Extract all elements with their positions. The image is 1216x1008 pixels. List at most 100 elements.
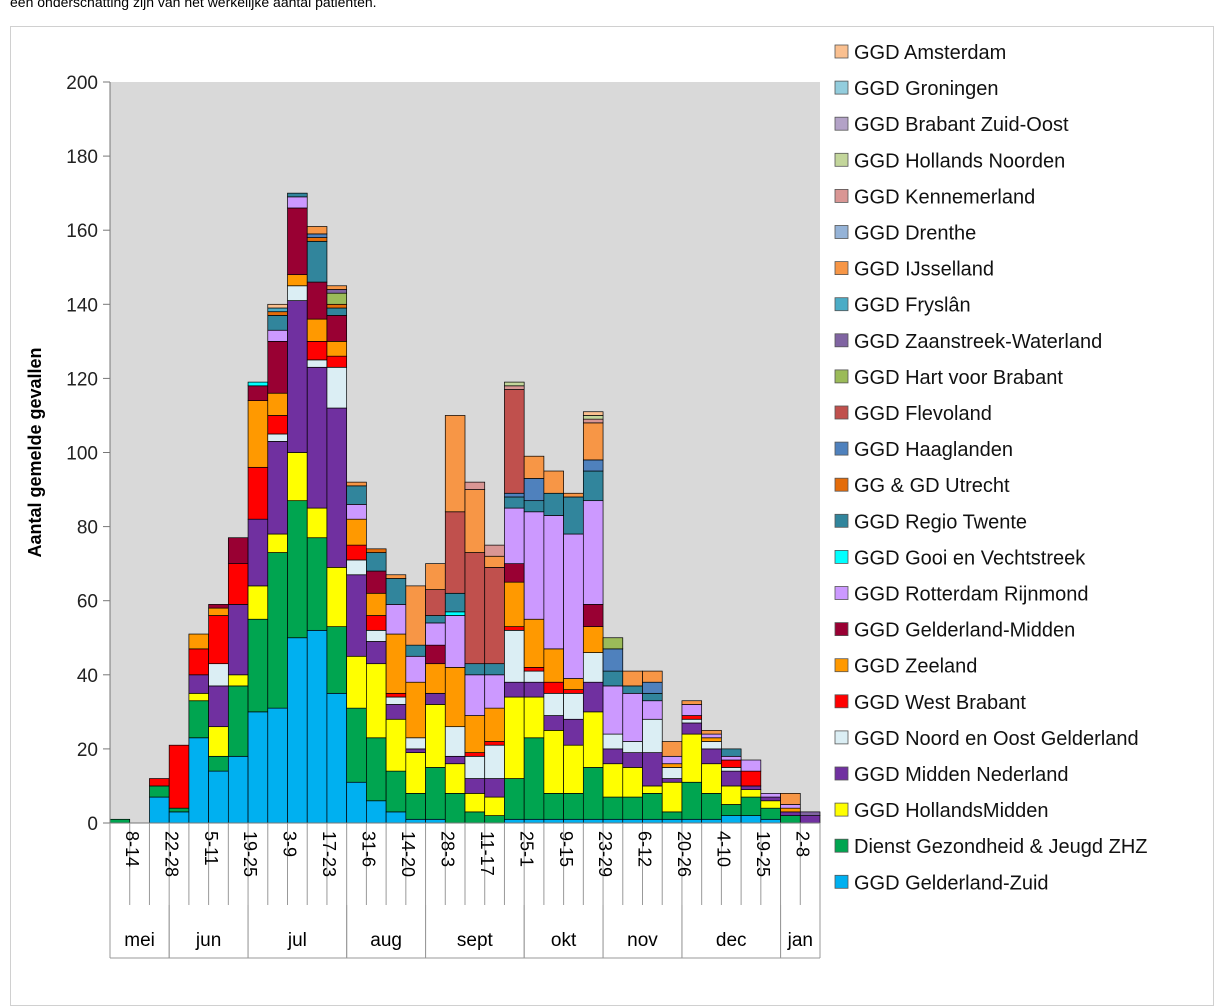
bar-segment	[602, 670, 624, 687]
bar-segment	[799, 811, 821, 816]
bar-segment	[701, 793, 722, 820]
bar-segment	[642, 718, 663, 753]
bar-segment	[247, 381, 269, 387]
bar-segment	[227, 755, 249, 824]
legend-swatch	[834, 658, 849, 673]
bar-segment	[366, 570, 387, 594]
x-tick-label: 25-1	[516, 831, 536, 867]
bar-segment	[582, 415, 604, 420]
bar-segment	[444, 415, 466, 513]
bar-segment	[306, 226, 328, 235]
bar-segment	[464, 663, 486, 676]
bar-segment	[642, 670, 663, 683]
bar-segment	[484, 544, 505, 557]
bar-segment	[227, 563, 249, 605]
legend-swatch	[834, 116, 849, 131]
bar-segment	[306, 629, 328, 824]
bar-segment	[385, 770, 407, 813]
bar-segment	[504, 563, 525, 583]
bar-segment	[701, 748, 722, 765]
bar-segment	[622, 692, 643, 742]
bar-segment	[405, 752, 426, 794]
bar-segment	[642, 700, 663, 720]
bar-segment	[385, 578, 407, 605]
bar-segment	[188, 700, 209, 739]
bar-segment	[267, 533, 288, 553]
bar-segment	[326, 626, 348, 694]
bar-segment	[582, 767, 604, 820]
bar-segment	[346, 485, 367, 505]
legend-swatch	[834, 513, 849, 528]
bar-segment	[287, 500, 308, 639]
bar-segment	[602, 685, 624, 735]
bar-segment	[563, 492, 584, 498]
bar-segment	[642, 681, 663, 694]
y-axis-label: Aantal gemelde gevallen	[25, 347, 45, 557]
bar-segment	[326, 315, 348, 342]
y-tick-label: 0	[87, 814, 98, 835]
bar-segment	[405, 585, 426, 646]
bar-segment	[326, 567, 348, 627]
legend-label: GGD Midden Nederland	[854, 764, 1069, 786]
bar-segment	[701, 763, 722, 794]
bar-segment	[721, 770, 742, 787]
bar-segment	[267, 329, 288, 342]
bar-segment	[208, 726, 229, 757]
bar-segment	[484, 555, 505, 568]
bar-segment	[247, 400, 269, 468]
y-tick-label: 20	[77, 740, 98, 761]
bar-segment	[385, 692, 407, 698]
legend-label: GGD Haaglanden	[854, 439, 1013, 461]
legend-swatch	[834, 838, 849, 853]
legend-label: GGD Regio Twente	[854, 511, 1027, 533]
bar-segment	[543, 715, 564, 731]
bar-segment	[602, 818, 624, 824]
bar-segment	[444, 615, 466, 668]
month-label: nov	[627, 930, 658, 951]
legend-swatch	[834, 802, 849, 817]
legend-swatch	[834, 550, 849, 564]
legend-swatch	[834, 441, 849, 456]
bar-segment	[346, 707, 367, 783]
bar-segment	[188, 633, 209, 650]
bar-segment	[366, 592, 387, 616]
x-tick-label: 28-3	[437, 831, 457, 867]
bar-segment	[405, 644, 426, 657]
legend-label: GGD Zeeland	[854, 656, 977, 678]
x-tick-label: 5-11	[201, 831, 221, 866]
bar-segment	[504, 492, 525, 498]
y-tick-label: 140	[66, 295, 98, 316]
bar-segment	[740, 759, 762, 772]
bar-segment	[287, 192, 308, 198]
bar-segment	[326, 366, 348, 409]
bar-segment	[484, 674, 505, 709]
bar-segment	[366, 615, 387, 631]
bar-segment	[681, 722, 703, 735]
x-tick-label: 9-15	[556, 831, 576, 867]
bar-segment	[385, 633, 407, 694]
legend-label: GGD Hart voor Brabant	[854, 367, 1063, 389]
bar-segment	[366, 641, 387, 665]
bar-segment	[523, 696, 545, 739]
bar-segment	[267, 307, 288, 313]
bar-segment	[602, 733, 624, 750]
bar-segment	[543, 470, 564, 494]
bar-segment	[661, 818, 683, 824]
bar-segment	[622, 818, 643, 824]
legend-label: GGD Hollands Noorden	[854, 150, 1065, 172]
bar-segment	[405, 681, 426, 739]
bar-segment	[523, 737, 545, 820]
x-tick-label: 11-17	[477, 831, 497, 876]
bar-segment	[582, 604, 604, 627]
bar-segment	[464, 481, 486, 490]
bar-segment	[346, 481, 367, 487]
bar-segment	[661, 763, 683, 768]
bar-segment	[760, 793, 781, 798]
bar-segment	[306, 359, 328, 368]
bar-segment	[287, 452, 308, 502]
bar-segment	[346, 559, 367, 576]
bar-segment	[563, 793, 584, 820]
bar-segment	[642, 785, 663, 794]
bar-segment	[622, 796, 643, 820]
